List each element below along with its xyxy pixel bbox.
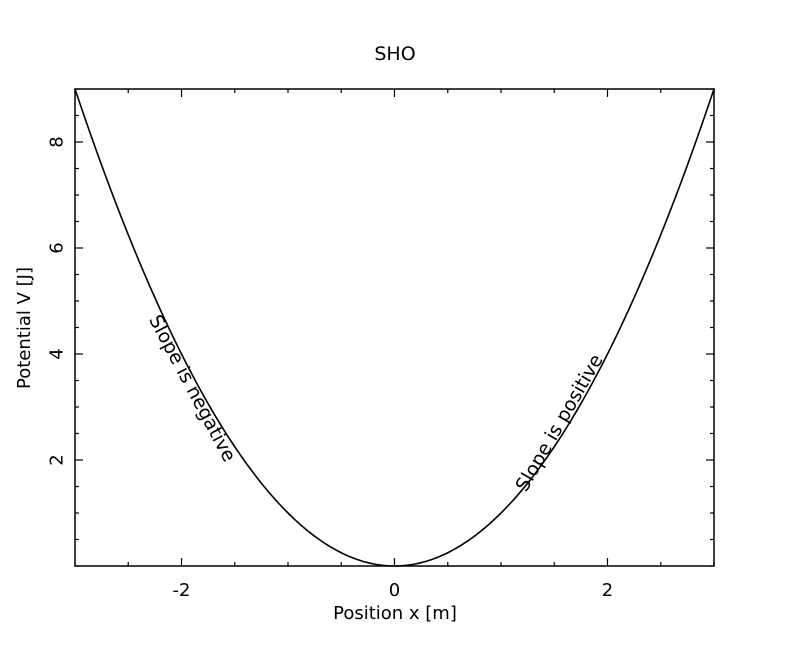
annotations: Slope is negative Slope is positive [144, 311, 608, 495]
y-tick-label: 2 [47, 454, 68, 465]
x-tick-label: -2 [173, 580, 191, 601]
chart-title: SHO [374, 43, 415, 65]
x-tick-label: 2 [602, 580, 613, 601]
tick-labels: -2 0 2 2 4 6 8 [47, 136, 614, 601]
y-tick-label: 8 [47, 136, 68, 147]
y-tick-label: 4 [47, 348, 68, 359]
y-tick-label: 6 [47, 242, 68, 253]
slope-positive-annotation: Slope is positive [511, 350, 607, 495]
y-axis-label: Potential V [J] [14, 267, 35, 389]
slope-negative-annotation: Slope is negative [144, 311, 240, 465]
x-axis-label: Position x [m] [333, 603, 457, 624]
x-tick-label: 0 [389, 580, 400, 601]
